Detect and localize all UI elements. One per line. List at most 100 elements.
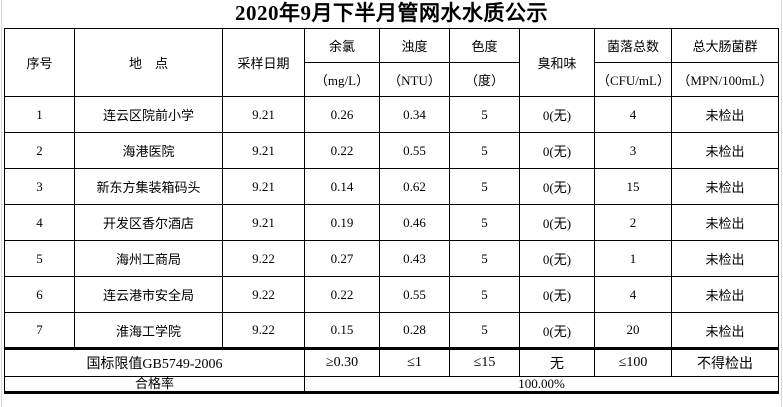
- cell-color: 5: [449, 240, 520, 277]
- column-header-odor: 臭和味: [519, 28, 595, 97]
- cell-date: 9.22: [222, 276, 305, 313]
- national-limit-row: 国标限值GB5749-2006 ≥0.30 ≤1 ≤15 无 ≤100 不得检出: [4, 347, 779, 377]
- cell-color: 5: [449, 312, 520, 349]
- table-row: 7 淮海工学院 9.22 0.15 0.28 5 0(无) 20 未检出: [4, 312, 779, 349]
- cell-bacteria: 3: [594, 132, 672, 169]
- cell-chlorine: 0.22: [304, 276, 380, 313]
- cell-location: 开发区香尔酒店: [74, 204, 223, 241]
- limit-color: ≤15: [449, 347, 520, 377]
- pass-rate-label: 合格率: [4, 376, 305, 393]
- header-row-2: （mg/L） （NTU） （度） （CFU/mL） （MPN/100mL）: [5, 62, 779, 97]
- cell-chlorine: 0.14: [304, 168, 380, 205]
- column-header-color: 色度: [449, 28, 520, 63]
- cell-odor: 0(无): [519, 168, 595, 205]
- cell-no: 1: [4, 96, 75, 133]
- cell-coliform: 未检出: [671, 96, 779, 133]
- cell-odor: 0(无): [519, 276, 595, 313]
- column-header-turbidity: 浊度: [379, 28, 450, 63]
- cell-coliform: 未检出: [671, 168, 779, 205]
- column-header-date: 采样日期: [222, 28, 305, 97]
- column-header-chlorine: 余氯: [304, 28, 380, 63]
- cell-odor: 0(无): [519, 204, 595, 241]
- cell-no: 7: [4, 312, 75, 349]
- cell-no: 6: [4, 276, 75, 313]
- cell-no: 4: [4, 204, 75, 241]
- cell-turbidity: 0.28: [379, 312, 450, 349]
- cell-odor: 0(无): [519, 312, 595, 349]
- table-row: 1 连云区院前小学 9.21 0.26 0.34 5 0(无) 4 未检出: [4, 96, 779, 133]
- cell-date: 9.21: [222, 132, 305, 169]
- cell-location: 新东方集装箱码头: [74, 168, 223, 205]
- cell-bacteria: 4: [594, 96, 672, 133]
- table-row: 3 新东方集装箱码头 9.21 0.14 0.62 5 0(无) 15 未检出: [4, 168, 779, 205]
- cell-bacteria: 2: [594, 204, 672, 241]
- cell-coliform: 未检出: [671, 132, 779, 169]
- table-row: 6 连云港市安全局 9.22 0.22 0.55 5 0(无) 4 未检出: [4, 276, 779, 313]
- column-unit-chlorine: （mg/L）: [304, 62, 380, 97]
- column-header-bacteria: 菌落总数: [594, 28, 672, 63]
- pass-rate-value: 100.00%: [304, 376, 779, 393]
- limit-bacteria: ≤100: [594, 347, 672, 377]
- cell-chlorine: 0.15: [304, 312, 380, 349]
- cell-chlorine: 0.26: [304, 96, 380, 133]
- cell-date: 9.21: [222, 168, 305, 205]
- column-header-coliform: 总大肠菌群: [671, 28, 779, 63]
- page-title: 2020年9月下半月管网水水质公示: [235, 1, 548, 25]
- cell-bacteria: 4: [594, 276, 672, 313]
- cell-odor: 0(无): [519, 240, 595, 277]
- cell-turbidity: 0.55: [379, 132, 450, 169]
- cell-location: 海港医院: [74, 132, 223, 169]
- cell-no: 5: [4, 240, 75, 277]
- cell-location: 连云港市安全局: [74, 276, 223, 313]
- cell-coliform: 未检出: [671, 312, 779, 349]
- column-unit-color: （度）: [449, 62, 520, 97]
- cell-coliform: 未检出: [671, 240, 779, 277]
- cell-turbidity: 0.34: [379, 96, 450, 133]
- sheet-gridline-right: [781, 0, 782, 407]
- cell-no: 3: [4, 168, 75, 205]
- limit-turbidity: ≤1: [379, 347, 450, 377]
- cell-location: 连云区院前小学: [74, 96, 223, 133]
- cell-turbidity: 0.55: [379, 276, 450, 313]
- column-unit-turbidity: （NTU）: [379, 62, 450, 97]
- header-row-1: 序号 地 点 采样日期 余氯 浊度 色度 臭和味 菌落总数 总大肠菌群: [4, 28, 779, 97]
- cell-color: 5: [449, 168, 520, 205]
- cell-turbidity: 0.46: [379, 204, 450, 241]
- cell-location: 淮海工学院: [74, 312, 223, 349]
- column-header-no: 序号: [4, 28, 75, 97]
- cell-turbidity: 0.62: [379, 168, 450, 205]
- cell-odor: 0(无): [519, 96, 595, 133]
- limit-odor: 无: [519, 347, 595, 377]
- table-row: 2 海港医院 9.21 0.22 0.55 5 0(无) 3 未检出: [4, 132, 779, 169]
- cell-coliform: 未检出: [671, 204, 779, 241]
- cell-bacteria: 20: [594, 312, 672, 349]
- column-unit-bacteria: （CFU/mL）: [594, 62, 672, 97]
- table-row: 5 海州工商局 9.22 0.27 0.43 5 0(无) 1 未检出: [4, 240, 779, 277]
- column-header-location: 地 点: [74, 28, 223, 97]
- cell-odor: 0(无): [519, 132, 595, 169]
- cell-bacteria: 15: [594, 168, 672, 205]
- pass-rate-row: 合格率 100.00%: [4, 376, 779, 393]
- limit-label: 国标限值GB5749-2006: [4, 347, 305, 377]
- cell-color: 5: [449, 96, 520, 133]
- cell-date: 9.22: [222, 312, 305, 349]
- cell-color: 5: [449, 204, 520, 241]
- cell-chlorine: 0.19: [304, 204, 380, 241]
- cell-bacteria: 1: [594, 240, 672, 277]
- cell-coliform: 未检出: [671, 276, 779, 313]
- cell-color: 5: [449, 132, 520, 169]
- cell-chlorine: 0.22: [304, 132, 380, 169]
- table-row: 4 开发区香尔酒店 9.21 0.19 0.46 5 0(无) 2 未检出: [4, 204, 779, 241]
- cell-date: 9.21: [222, 96, 305, 133]
- cell-no: 2: [4, 132, 75, 169]
- document-sheet: 2020年9月下半月管网水水质公示 序号 地 点 采样日期 余氯 浊度 色度 臭…: [4, 0, 779, 394]
- cell-location: 海州工商局: [74, 240, 223, 277]
- water-quality-table: 序号 地 点 采样日期 余氯 浊度 色度 臭和味 菌落总数 总大肠菌群 （mg/…: [4, 28, 779, 394]
- cell-turbidity: 0.43: [379, 240, 450, 277]
- cell-date: 9.21: [222, 204, 305, 241]
- cell-chlorine: 0.27: [304, 240, 380, 277]
- limit-coliform: 不得检出: [671, 347, 779, 377]
- column-unit-coliform: （MPN/100mL）: [671, 62, 779, 97]
- cell-date: 9.22: [222, 240, 305, 277]
- limit-chlorine: ≥0.30: [304, 347, 380, 377]
